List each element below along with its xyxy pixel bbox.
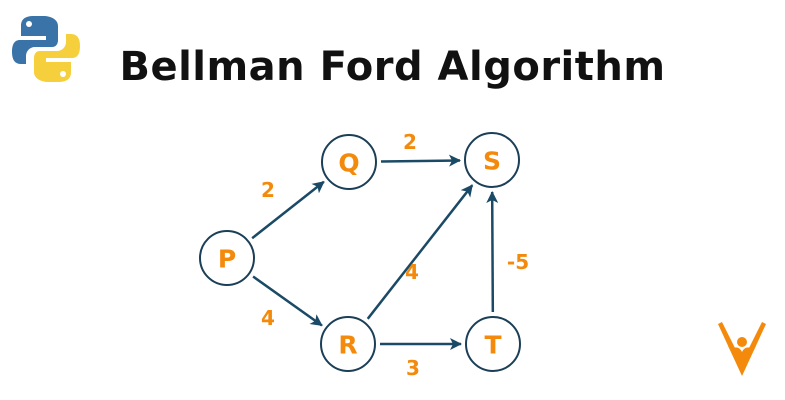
edge-weight-q-s: 2 xyxy=(403,130,417,154)
page-title: Bellman Ford Algorithm xyxy=(119,44,666,90)
node-label: R xyxy=(338,331,357,360)
edge-weight-r-t: 3 xyxy=(406,356,420,380)
node-label: Q xyxy=(338,149,359,178)
edge-q-s xyxy=(380,154,462,167)
node-label: P xyxy=(218,245,236,274)
weights-layer: 2 4 2 4 3 -5 xyxy=(261,130,529,380)
nodes-layer: P Q S R T xyxy=(199,132,521,372)
node-circle xyxy=(465,316,521,372)
python-logo-icon xyxy=(12,16,80,82)
edge-weight-r-s: 4 xyxy=(405,260,419,284)
edge-p-q xyxy=(251,180,325,240)
node-p: P xyxy=(199,230,255,286)
node-s: S xyxy=(464,132,520,188)
edges-layer xyxy=(251,154,499,350)
node-q: Q xyxy=(321,134,377,190)
edge-r-s xyxy=(366,184,474,320)
edge-t-s xyxy=(486,190,499,313)
node-circle xyxy=(321,134,377,190)
edge-weight-p-r: 4 xyxy=(261,306,275,330)
edge-weight-p-q: 2 xyxy=(261,178,275,202)
brand-logo-icon xyxy=(718,322,766,376)
node-label: S xyxy=(483,147,501,176)
edge-weight-t-s: -5 xyxy=(507,250,529,274)
node-circle xyxy=(464,132,520,188)
node-r: R xyxy=(320,316,376,372)
node-circle xyxy=(320,316,376,372)
node-t: T xyxy=(465,316,521,372)
node-label: T xyxy=(484,331,501,360)
node-circle xyxy=(199,230,255,286)
edge-p-r xyxy=(252,275,323,327)
